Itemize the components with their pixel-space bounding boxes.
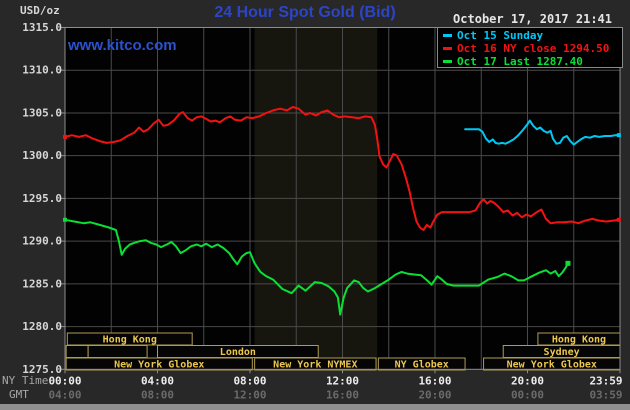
page-title: 24 Hour Spot Gold (Bid) xyxy=(214,4,396,21)
x-tick-gmt-label: 12:00 xyxy=(233,389,266,402)
kitco-watermark-link[interactable]: www.kitco.com xyxy=(68,37,177,54)
x-tick-gmt-label: 04:00 xyxy=(48,389,81,402)
x-tick-gmt-label: 00:00 xyxy=(511,389,544,402)
x-tick-gmt-label: 08:00 xyxy=(141,389,174,402)
session-label: New York Globex xyxy=(507,360,597,371)
legend-item-label: Oct 15 Sunday xyxy=(457,29,544,42)
session-label: New York Globex xyxy=(114,360,204,371)
x-tick-gmt-label: 16:00 xyxy=(326,389,359,402)
x-axis-gmt-label: GMT xyxy=(9,388,29,401)
y-tick-label: 1315.0 xyxy=(22,21,62,34)
y-axis-unit-label: USD/oz xyxy=(20,4,60,17)
bottom-bar xyxy=(0,404,630,410)
y-tick-label: 1300.0 xyxy=(22,149,62,162)
session-label: Sydney xyxy=(544,347,580,358)
legend-dash-icon xyxy=(443,34,452,37)
y-tick-label: 1275.0 xyxy=(22,363,62,376)
series-line-2 xyxy=(64,218,569,316)
y-tick-label: 1295.0 xyxy=(22,192,62,205)
series-endpoint-marker xyxy=(565,260,571,266)
legend-dash-icon xyxy=(443,60,452,63)
y-tick-label: 1310.0 xyxy=(22,64,62,77)
session-box xyxy=(65,345,89,358)
legend: Oct 15 Sunday Oct 16 NY close 1294.50 Oct … xyxy=(437,27,623,68)
x-axis-ny-label: NY Time xyxy=(2,374,49,387)
session-box xyxy=(377,357,466,371)
legend-dash-icon xyxy=(443,47,452,50)
x-tick-gmt-label: 03:59 xyxy=(589,389,622,402)
series-line-1 xyxy=(64,106,620,231)
legend-item-label: Oct 17 Last 1287.40 xyxy=(457,55,583,68)
session-label: New York NYMEX xyxy=(273,360,357,371)
series-endpoint-marker xyxy=(63,134,67,139)
x-tick-ny-label: 08:00 xyxy=(233,375,266,388)
series-line-0 xyxy=(464,119,620,146)
y-tick-label: 1280.0 xyxy=(22,320,62,333)
x-tick-ny-label: 12:00 xyxy=(326,375,359,388)
series-endpoint-marker xyxy=(616,133,621,138)
session-box xyxy=(254,357,377,371)
x-tick-ny-label: 20:00 xyxy=(511,375,544,388)
legend-item-2: Oct 17 Last 1287.40 xyxy=(443,55,622,68)
series-endpoint-marker xyxy=(63,217,67,222)
x-tick-ny-label: 16:00 xyxy=(418,375,451,388)
x-tick-ny-label: 00:00 xyxy=(48,375,81,388)
datetime-label: October 17, 2017 21:41 xyxy=(453,12,612,26)
x-tick-ny-label: 23:59 xyxy=(589,375,622,388)
legend-item-0: Oct 15 Sunday xyxy=(443,29,622,42)
legend-item-label: Oct 16 NY close 1294.50 xyxy=(457,42,610,55)
session-label: London xyxy=(220,347,256,358)
y-tick-label: 1290.0 xyxy=(22,235,62,248)
y-tick-label: 1305.0 xyxy=(22,106,62,119)
legend-item-1: Oct 16 NY close 1294.50 xyxy=(443,42,622,55)
session-label: NY Globex xyxy=(395,360,449,371)
series-endpoint-marker xyxy=(616,217,621,222)
session-label: Hong Kong xyxy=(552,335,606,346)
x-tick-ny-label: 04:00 xyxy=(141,375,174,388)
x-tick-gmt-label: 20:00 xyxy=(418,389,451,402)
session-box xyxy=(87,345,148,358)
session-box xyxy=(65,357,253,371)
y-tick-label: 1285.0 xyxy=(22,277,62,290)
session-label: Hong Kong xyxy=(103,335,157,346)
